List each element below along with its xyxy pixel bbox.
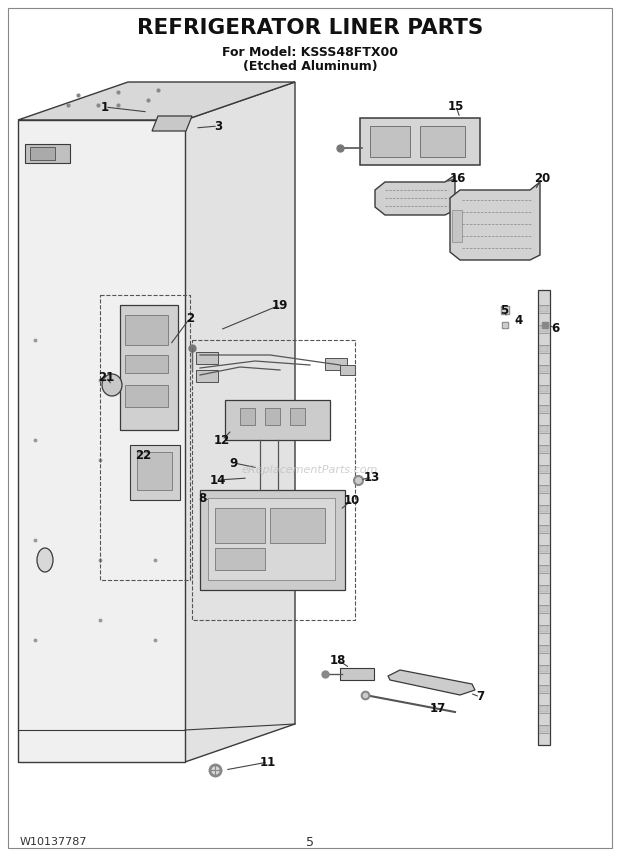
Polygon shape bbox=[540, 326, 548, 332]
Polygon shape bbox=[540, 726, 548, 732]
Text: 1: 1 bbox=[101, 100, 109, 114]
Polygon shape bbox=[370, 126, 410, 157]
Polygon shape bbox=[270, 508, 325, 543]
Polygon shape bbox=[388, 670, 475, 695]
Text: 17: 17 bbox=[430, 702, 446, 715]
Text: 11: 11 bbox=[260, 756, 276, 769]
Ellipse shape bbox=[102, 374, 122, 396]
Text: 7: 7 bbox=[476, 691, 484, 704]
Text: 4: 4 bbox=[515, 313, 523, 326]
Polygon shape bbox=[215, 548, 265, 570]
Polygon shape bbox=[340, 365, 355, 375]
Text: 15: 15 bbox=[448, 99, 464, 112]
Polygon shape bbox=[540, 406, 548, 412]
Polygon shape bbox=[540, 686, 548, 692]
Polygon shape bbox=[18, 82, 295, 120]
Polygon shape bbox=[540, 566, 548, 572]
Polygon shape bbox=[215, 508, 265, 543]
Text: 9: 9 bbox=[230, 456, 238, 469]
Polygon shape bbox=[450, 182, 540, 260]
Text: For Model: KSSS48FTX00: For Model: KSSS48FTX00 bbox=[222, 45, 398, 58]
Polygon shape bbox=[375, 175, 455, 215]
Text: 22: 22 bbox=[135, 449, 151, 461]
Polygon shape bbox=[240, 408, 255, 425]
Polygon shape bbox=[137, 452, 172, 490]
Polygon shape bbox=[125, 355, 168, 373]
Text: 5: 5 bbox=[306, 835, 314, 848]
Polygon shape bbox=[540, 626, 548, 632]
Polygon shape bbox=[125, 315, 168, 345]
Polygon shape bbox=[452, 210, 462, 242]
Text: 19: 19 bbox=[272, 299, 288, 312]
Text: 3: 3 bbox=[214, 120, 222, 133]
Polygon shape bbox=[340, 668, 374, 680]
Text: 13: 13 bbox=[364, 471, 380, 484]
Text: 14: 14 bbox=[210, 473, 226, 486]
Polygon shape bbox=[152, 116, 192, 131]
Text: 10: 10 bbox=[344, 494, 360, 507]
Polygon shape bbox=[420, 126, 465, 157]
Polygon shape bbox=[540, 666, 548, 672]
Text: 16: 16 bbox=[450, 171, 466, 185]
Polygon shape bbox=[325, 358, 347, 370]
Polygon shape bbox=[540, 346, 548, 352]
Polygon shape bbox=[540, 466, 548, 472]
Polygon shape bbox=[25, 144, 70, 163]
Text: 6: 6 bbox=[551, 322, 559, 335]
Text: 20: 20 bbox=[534, 171, 550, 185]
Polygon shape bbox=[540, 386, 548, 392]
Polygon shape bbox=[196, 370, 218, 382]
Text: 2: 2 bbox=[186, 312, 194, 324]
Polygon shape bbox=[196, 352, 218, 364]
Polygon shape bbox=[30, 147, 55, 160]
Polygon shape bbox=[540, 366, 548, 372]
Text: REFRIGERATOR LINER PARTS: REFRIGERATOR LINER PARTS bbox=[137, 18, 483, 38]
Text: eReplacementParts.com: eReplacementParts.com bbox=[242, 465, 378, 475]
Polygon shape bbox=[540, 646, 548, 652]
Polygon shape bbox=[540, 706, 548, 712]
Text: W10137787: W10137787 bbox=[20, 837, 87, 847]
Text: 18: 18 bbox=[330, 653, 346, 667]
Polygon shape bbox=[130, 445, 180, 500]
Polygon shape bbox=[265, 408, 280, 425]
Polygon shape bbox=[540, 546, 548, 552]
Polygon shape bbox=[540, 606, 548, 612]
Text: (Etched Aluminum): (Etched Aluminum) bbox=[242, 60, 378, 73]
Polygon shape bbox=[185, 82, 295, 762]
Polygon shape bbox=[120, 305, 178, 430]
Polygon shape bbox=[18, 120, 185, 762]
Polygon shape bbox=[125, 385, 168, 407]
Polygon shape bbox=[290, 408, 305, 425]
Polygon shape bbox=[540, 506, 548, 512]
Polygon shape bbox=[540, 526, 548, 532]
Text: 5: 5 bbox=[500, 304, 508, 317]
Polygon shape bbox=[208, 498, 335, 580]
Polygon shape bbox=[540, 446, 548, 452]
Text: 21: 21 bbox=[98, 371, 114, 383]
Polygon shape bbox=[225, 400, 330, 440]
Polygon shape bbox=[540, 426, 548, 432]
Polygon shape bbox=[540, 586, 548, 592]
Ellipse shape bbox=[37, 548, 53, 572]
Polygon shape bbox=[200, 490, 345, 590]
Polygon shape bbox=[360, 118, 480, 165]
Text: 12: 12 bbox=[214, 433, 230, 447]
Polygon shape bbox=[540, 486, 548, 492]
Polygon shape bbox=[538, 290, 550, 745]
Polygon shape bbox=[540, 306, 548, 312]
Text: 8: 8 bbox=[198, 491, 206, 504]
